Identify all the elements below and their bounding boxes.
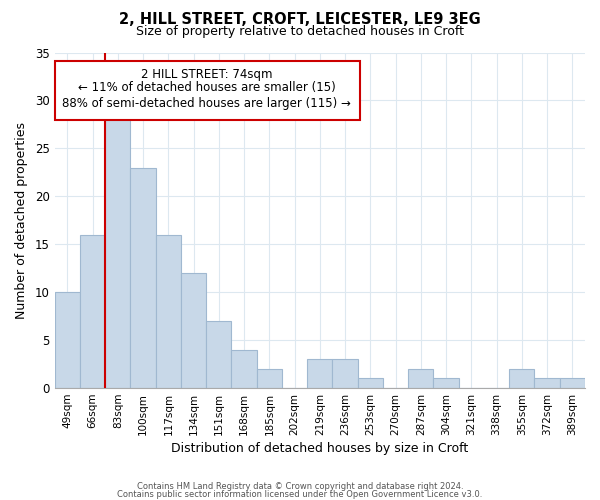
Text: ← 11% of detached houses are smaller (15): ← 11% of detached houses are smaller (15… — [78, 81, 336, 94]
Bar — [560, 378, 585, 388]
Bar — [408, 369, 433, 388]
Bar — [332, 360, 358, 388]
Bar — [509, 369, 535, 388]
Bar — [232, 350, 257, 388]
Bar — [130, 168, 155, 388]
Bar — [55, 292, 80, 388]
X-axis label: Distribution of detached houses by size in Croft: Distribution of detached houses by size … — [171, 442, 469, 455]
Bar — [105, 110, 130, 388]
Text: 88% of semi-detached houses are larger (115) →: 88% of semi-detached houses are larger (… — [62, 97, 352, 110]
Bar — [257, 369, 282, 388]
Bar — [181, 273, 206, 388]
Bar — [358, 378, 383, 388]
Bar — [206, 321, 232, 388]
FancyBboxPatch shape — [55, 61, 359, 120]
Text: 2 HILL STREET: 74sqm: 2 HILL STREET: 74sqm — [141, 68, 272, 80]
Text: Contains public sector information licensed under the Open Government Licence v3: Contains public sector information licen… — [118, 490, 482, 499]
Bar — [535, 378, 560, 388]
Bar — [80, 234, 105, 388]
Bar — [433, 378, 459, 388]
Text: Size of property relative to detached houses in Croft: Size of property relative to detached ho… — [136, 25, 464, 38]
Y-axis label: Number of detached properties: Number of detached properties — [15, 122, 28, 319]
Text: Contains HM Land Registry data © Crown copyright and database right 2024.: Contains HM Land Registry data © Crown c… — [137, 482, 463, 491]
Text: 2, HILL STREET, CROFT, LEICESTER, LE9 3EG: 2, HILL STREET, CROFT, LEICESTER, LE9 3E… — [119, 12, 481, 28]
Bar — [155, 234, 181, 388]
Bar — [307, 360, 332, 388]
